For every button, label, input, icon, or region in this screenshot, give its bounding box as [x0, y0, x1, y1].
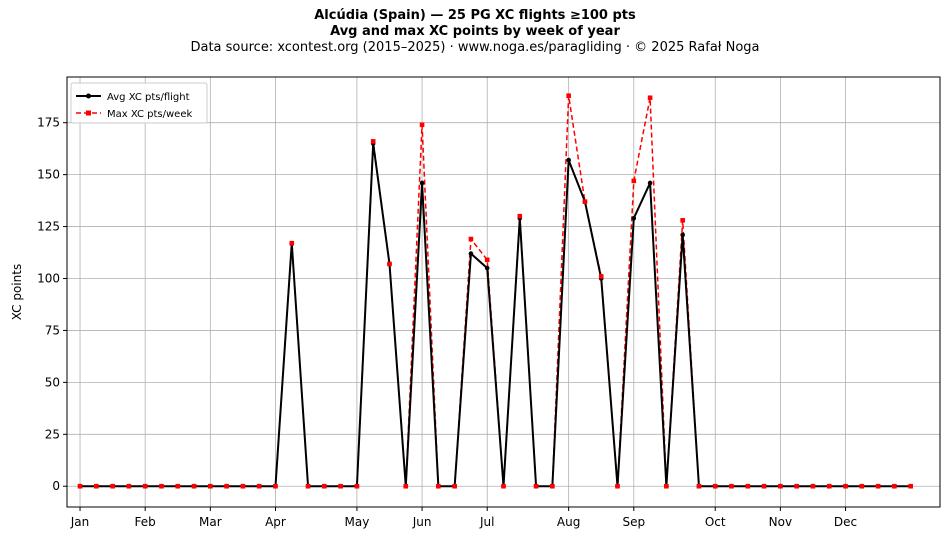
- grid-lines: [67, 77, 940, 507]
- max-point: [387, 261, 392, 267]
- max-point: [794, 483, 799, 489]
- y-tick-label: 25: [45, 427, 60, 441]
- max-point: [354, 483, 360, 489]
- max-point: [810, 483, 816, 489]
- max-point: [142, 483, 148, 489]
- x-tick-label-jul: Jul: [479, 515, 494, 529]
- legend-max-label: Max XC pts/week: [107, 109, 192, 120]
- avg-point: [468, 251, 474, 256]
- max-point: [468, 236, 474, 242]
- max-point: [256, 483, 262, 489]
- max-point: [533, 483, 539, 489]
- max-point: [322, 483, 327, 489]
- max-point: [680, 218, 685, 223]
- max-point: [305, 483, 311, 489]
- max-point: [110, 483, 115, 489]
- max-point: [826, 483, 832, 489]
- chart-title: Alcúdia (Spain) — 25 PG XC flights ≥100 …: [314, 8, 636, 23]
- max-point: [664, 483, 669, 489]
- x-tick-label-apr: Apr: [265, 515, 286, 529]
- legend-avg-marker: [86, 93, 91, 99]
- max-point: [712, 483, 718, 489]
- avg-point: [419, 180, 425, 186]
- max-point: [273, 483, 278, 489]
- y-tick-label: 0: [52, 479, 60, 493]
- y-tick-label: 150: [37, 168, 60, 182]
- max-point: [191, 483, 197, 489]
- x-tick-label-dec: Dec: [834, 515, 857, 529]
- max-point: [908, 483, 913, 489]
- x-tick-label-feb: Feb: [135, 515, 156, 529]
- max-point: [289, 240, 295, 246]
- max-point: [159, 483, 164, 489]
- series-layer: [77, 93, 913, 489]
- y-axis-label: XC points: [10, 264, 24, 320]
- max-point: [403, 483, 409, 489]
- max-point: [566, 93, 571, 98]
- max-point: [175, 483, 181, 489]
- chart-titles: Alcúdia (Spain) — 25 PG XC flights ≥100 …: [0, 8, 950, 56]
- y-tick-label: 125: [37, 220, 60, 234]
- max-point: [875, 483, 881, 489]
- max-point: [517, 213, 523, 219]
- max-point: [696, 483, 702, 489]
- max-point: [436, 483, 441, 489]
- x-tick-label-may: May: [345, 515, 370, 529]
- max-point: [778, 483, 783, 489]
- max-point: [859, 483, 865, 489]
- x-tick-label-jun: Jun: [412, 515, 432, 529]
- y-tick-label: 175: [37, 116, 60, 130]
- max-point: [208, 483, 213, 489]
- max-point: [77, 483, 83, 489]
- avg-point: [484, 265, 490, 271]
- max-point: [761, 483, 767, 489]
- max-point: [370, 139, 376, 144]
- x-tick-label-mar: Mar: [199, 515, 222, 529]
- max-point: [224, 483, 229, 489]
- y-tick-label: 50: [45, 375, 60, 389]
- legend-max-marker: [86, 110, 91, 116]
- max-point: [501, 483, 506, 489]
- max-point: [484, 257, 490, 263]
- max-point: [745, 483, 751, 489]
- x-tick-label-aug: Aug: [557, 515, 580, 529]
- max-point: [126, 483, 132, 489]
- max-point: [582, 199, 588, 204]
- avg-point: [647, 180, 653, 186]
- max-point: [419, 122, 425, 128]
- max-point: [892, 483, 897, 489]
- series-line-max: [80, 94, 911, 487]
- y-tick-label: 75: [45, 323, 60, 337]
- max-point: [615, 483, 620, 489]
- max-point: [94, 483, 99, 489]
- max-point: [338, 483, 343, 489]
- max-point: [452, 483, 457, 489]
- axes-layer: 0 25 50 75 100 125 150 175 Jan Feb Mar Apr May Jun Jul…: [37, 116, 857, 529]
- x-tick-label-sep: Sep: [622, 515, 645, 529]
- x-tick-label-jan: Jan: [70, 515, 90, 529]
- max-point: [631, 178, 637, 184]
- series-line-avg: [80, 142, 911, 488]
- max-point: [598, 274, 604, 279]
- avg-point: [631, 215, 637, 221]
- avg-point: [680, 232, 685, 238]
- max-point: [550, 483, 555, 489]
- plot-frame: [66, 76, 941, 508]
- x-tick-label-nov: Nov: [769, 515, 792, 529]
- chart-source: Data source: xcontest.org (2015–2025) · …: [190, 40, 760, 55]
- legend: Avg XC pts/flight Max XC pts/week: [70, 82, 208, 124]
- y-tick-label: 100: [37, 271, 60, 285]
- chart-subtitle: Avg and max XC points by week of year: [330, 24, 620, 39]
- max-point: [240, 483, 246, 489]
- max-point: [647, 95, 653, 101]
- max-point: [729, 483, 734, 489]
- legend-box: [70, 82, 208, 124]
- x-tick-label-oct: Oct: [705, 515, 726, 529]
- legend-avg-label: Avg XC pts/flight: [107, 92, 190, 103]
- avg-point: [566, 157, 571, 163]
- max-point: [843, 483, 848, 489]
